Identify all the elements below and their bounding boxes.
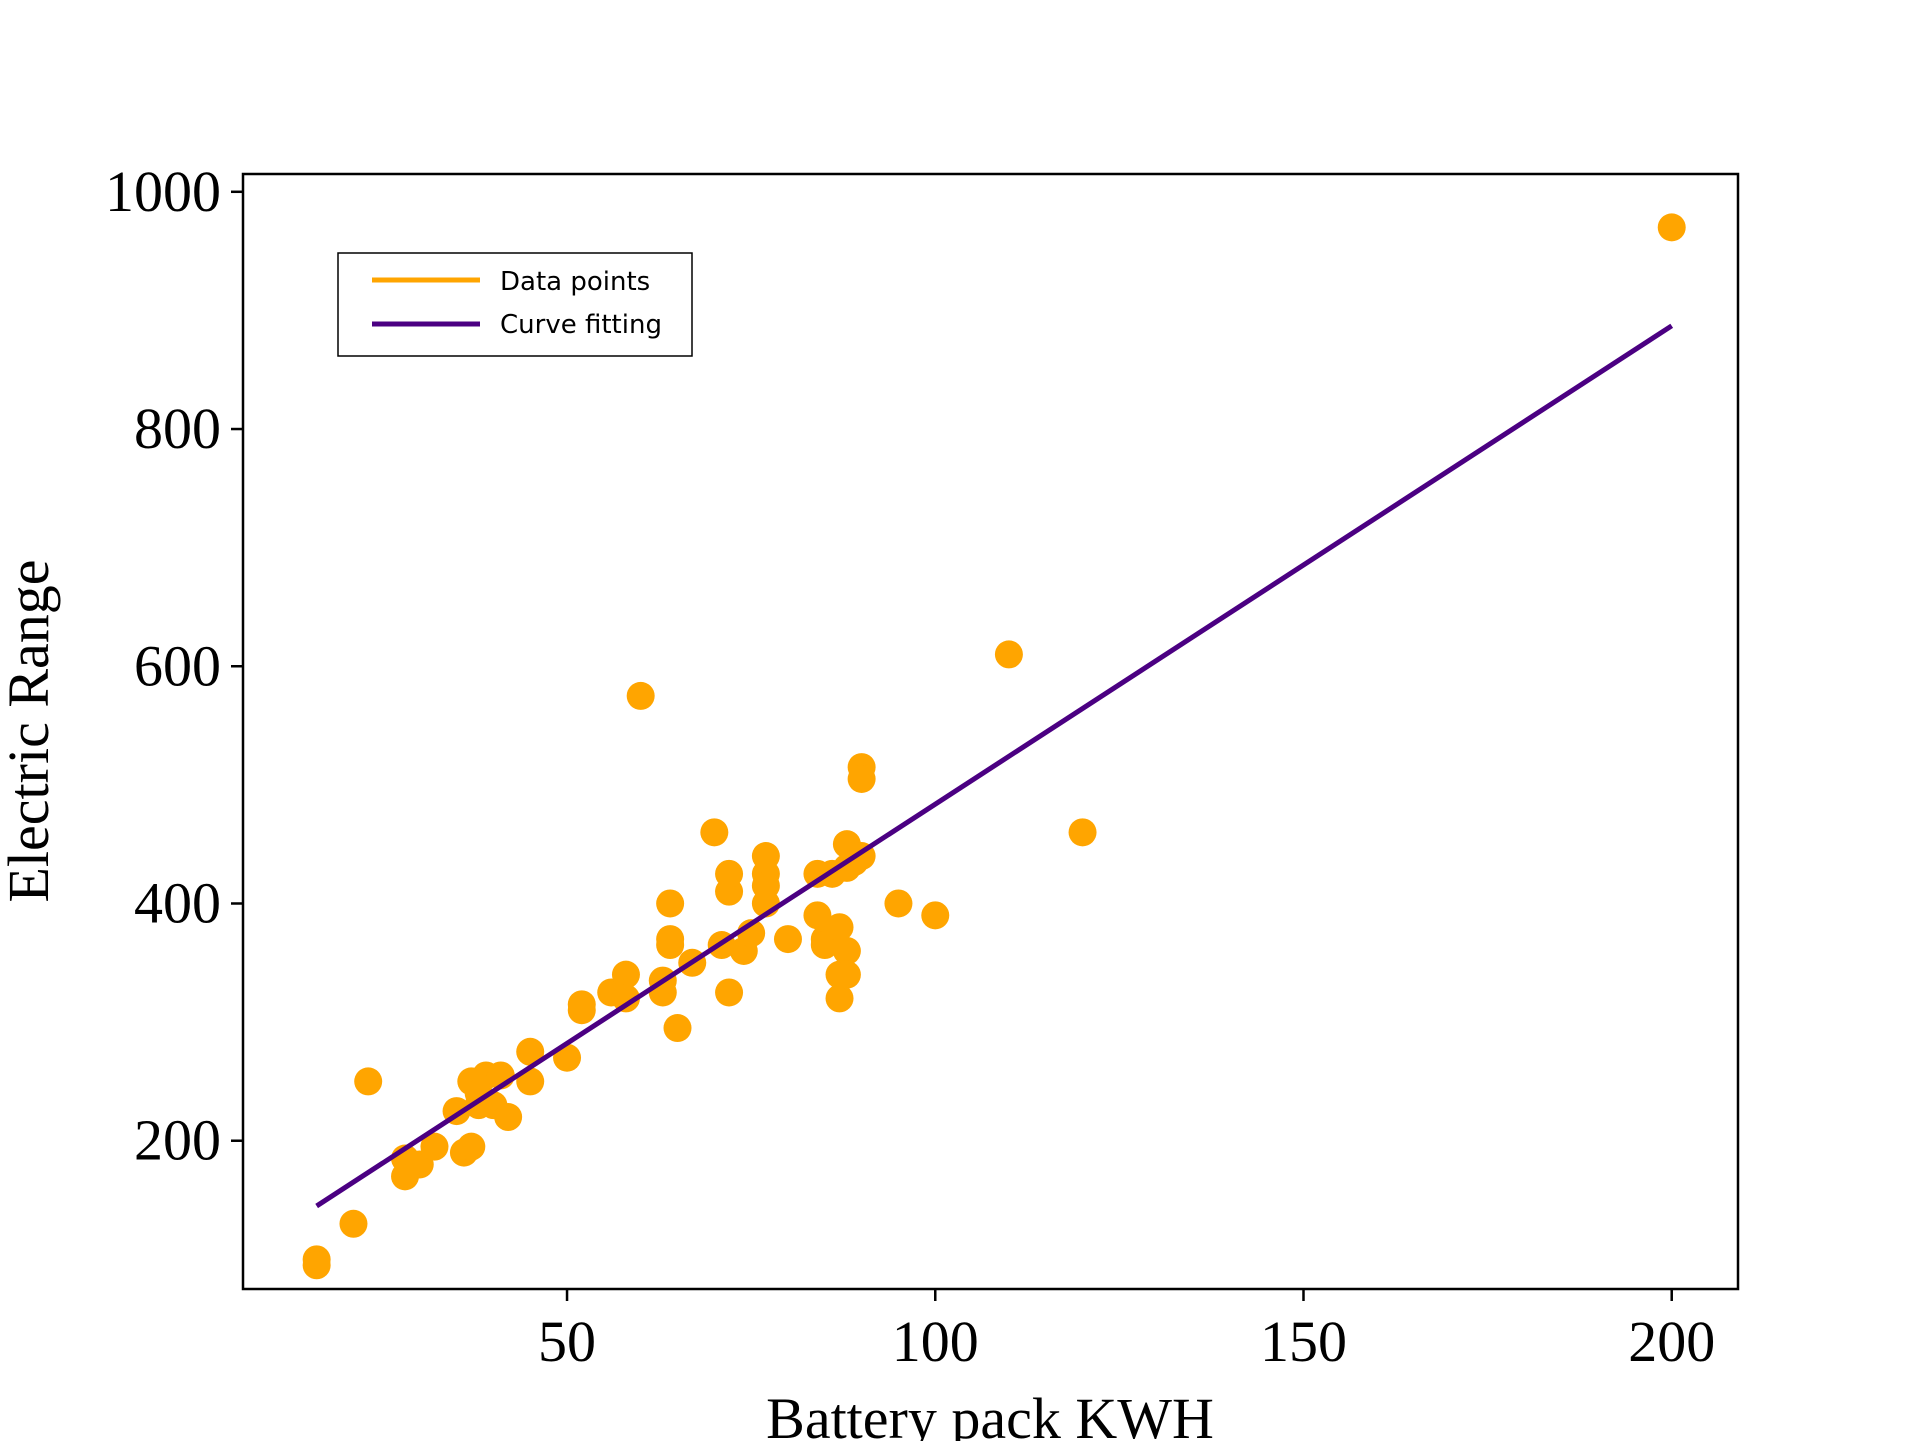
data-point xyxy=(663,1014,692,1043)
data-point xyxy=(354,1067,383,1096)
y-tick-label: 1000 xyxy=(105,159,221,224)
y-axis-label: Electric Range xyxy=(0,560,61,903)
y-tick-label: 400 xyxy=(134,870,221,935)
legend: Data points Curve fitting xyxy=(337,252,693,357)
data-point xyxy=(302,1251,331,1280)
y-tick-label: 800 xyxy=(134,396,221,461)
data-point xyxy=(1657,213,1686,242)
data-point xyxy=(611,960,640,989)
data-point xyxy=(656,889,685,918)
data-point xyxy=(825,913,854,942)
data-point xyxy=(339,1209,368,1238)
y-tick-label: 200 xyxy=(134,1108,221,1173)
curve-fitting-line xyxy=(315,323,1674,1209)
plot-frame xyxy=(241,172,1740,1291)
data-point xyxy=(656,931,685,960)
x-tick-label: 150 xyxy=(1260,1309,1347,1374)
data-point xyxy=(457,1132,486,1161)
x-axis-label: Battery pack KWH xyxy=(766,1386,1214,1441)
axis-ticks: 50 100 150 200 200 400 600 800 1000 xyxy=(105,159,1715,1374)
data-point xyxy=(803,901,832,930)
x-tick-label: 200 xyxy=(1628,1309,1715,1374)
data-point xyxy=(847,764,876,793)
data-point xyxy=(626,681,655,710)
data-point xyxy=(1068,818,1097,847)
data-point xyxy=(611,984,640,1013)
data-point xyxy=(420,1132,449,1161)
plot-area xyxy=(302,213,1686,1280)
data-point xyxy=(832,936,861,965)
data-point xyxy=(567,996,596,1025)
data-point xyxy=(994,640,1023,669)
data-point xyxy=(715,859,744,888)
legend-label-curve-fitting: Curve fitting xyxy=(500,310,662,340)
legend-label-data-points: Data points xyxy=(500,267,650,297)
legend-box xyxy=(337,252,693,357)
data-point xyxy=(921,901,950,930)
data-point xyxy=(700,818,729,847)
y-tick-label: 600 xyxy=(134,633,221,698)
data-point xyxy=(884,889,913,918)
data-point xyxy=(832,960,861,989)
data-point xyxy=(825,984,854,1013)
data-point xyxy=(516,1037,545,1066)
data-point xyxy=(773,925,802,954)
x-tick-label: 50 xyxy=(538,1309,596,1374)
data-point xyxy=(494,1103,523,1132)
data-point xyxy=(715,978,744,1007)
x-tick-label: 100 xyxy=(892,1309,979,1374)
